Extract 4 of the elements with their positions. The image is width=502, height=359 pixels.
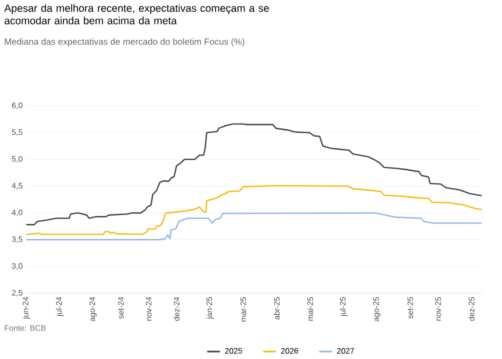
- chart-title: Apesar da melhora recente, expectativas começam a se acomodar ainda bem acima da meta: [4, 4, 269, 24]
- line-series: [26, 123, 482, 226]
- line-series: [26, 212, 482, 240]
- chart-subtitle: Mediana das expectativas de mercado do boletim Focus (%): [4, 38, 244, 47]
